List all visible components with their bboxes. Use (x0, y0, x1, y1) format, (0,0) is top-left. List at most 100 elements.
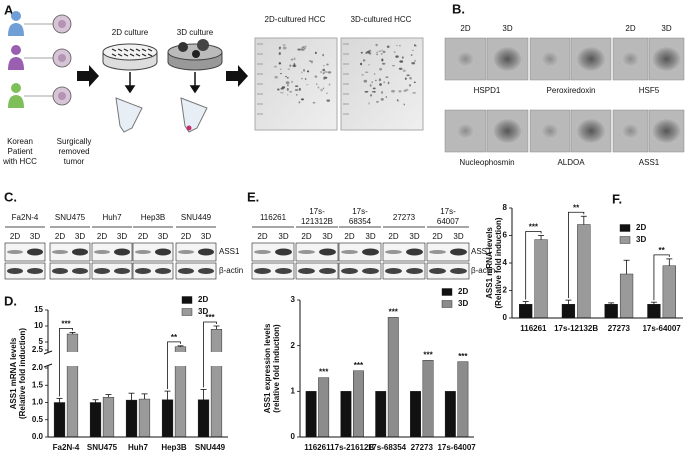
blot-band (198, 268, 214, 274)
gel-spot (403, 89, 407, 92)
blot-band (341, 268, 358, 274)
patient-label: Korean (7, 137, 33, 146)
y-tick-label: 4 (503, 258, 508, 267)
sample-label: 121312B (301, 217, 333, 226)
sample-label: 116261 (260, 213, 287, 222)
bar (387, 317, 399, 438)
blot-band (27, 248, 43, 256)
gel-spot (412, 92, 417, 94)
condition-label: 2D (97, 232, 107, 241)
gel-spot (368, 51, 372, 55)
gel-spot (304, 45, 307, 48)
protein-label: Nucleophosmin (459, 158, 514, 167)
panel-label: B. (452, 1, 465, 16)
sample-label: 68354 (349, 217, 372, 226)
gel-spot (322, 72, 325, 75)
gel-spot (278, 46, 282, 50)
blot-band (406, 268, 423, 274)
gel-spot (375, 79, 377, 82)
bar (89, 402, 102, 438)
legend-label: 3D (458, 299, 468, 308)
gel-spot (395, 55, 399, 58)
legend-swatch (619, 236, 631, 244)
bar (340, 391, 352, 438)
dish-3d (167, 39, 223, 71)
blot-band (385, 250, 402, 254)
protein-spot (621, 51, 640, 67)
bar (53, 402, 66, 438)
blot-strip (426, 242, 470, 262)
patient-label: Patient (8, 147, 34, 156)
blot-strip (132, 242, 174, 262)
gel-spot (368, 63, 370, 66)
gel-spot (323, 76, 328, 79)
legend-label: 2D (636, 223, 646, 232)
protein-label: Peroxiredoxin (547, 86, 596, 95)
gel-label: 2D-cultured HCC (265, 15, 326, 24)
gel-spot (305, 84, 309, 86)
gel-spot (301, 77, 303, 80)
blot-band (114, 248, 130, 256)
blot-strip (91, 242, 133, 262)
bar (197, 399, 210, 438)
gel-spot (298, 101, 301, 104)
gel-spot (380, 53, 383, 55)
y-tick-label: 15 (34, 305, 43, 314)
patient-label: with HCC (2, 157, 37, 166)
gel-spot (323, 78, 325, 80)
gel-spot (286, 94, 289, 96)
gel-spot (360, 62, 363, 66)
y-tick-label: 6 (503, 231, 508, 240)
significance: ** (171, 333, 178, 342)
x-tick-label: Huh7 (128, 443, 149, 452)
bar (561, 304, 576, 319)
down-arrows (124, 72, 201, 94)
cell (141, 48, 147, 52)
gel-spot (403, 103, 406, 106)
protein-spot (577, 119, 605, 143)
significance: *** (458, 352, 468, 361)
gel-spot (327, 71, 332, 74)
protein-label: ASS1 (639, 158, 660, 167)
gel-spot (322, 53, 324, 57)
cell (135, 48, 141, 52)
gel-spot (380, 49, 384, 52)
gel-spot (386, 45, 390, 48)
blot-band (135, 250, 151, 254)
gel-spot (295, 85, 299, 87)
significance: *** (205, 313, 215, 322)
condition-label: 3D (453, 232, 463, 241)
condition-label: 2D (10, 232, 20, 241)
gel-spot (280, 88, 284, 90)
gel-spot (303, 47, 306, 49)
gel-spot (289, 64, 292, 67)
gel-spot (322, 68, 326, 72)
gel-spot (301, 48, 305, 51)
blot-band (178, 268, 194, 274)
blot-strip (91, 262, 133, 280)
gel-spot (312, 101, 316, 104)
gel-spot (375, 43, 378, 47)
significance-bracket (203, 321, 217, 388)
condition-label: 2D (460, 24, 470, 33)
gel-spot (290, 58, 294, 61)
panel-label: C. (4, 189, 17, 204)
x-tick-label: 17s-64007 (642, 324, 681, 333)
legend-label: 3D (636, 235, 646, 244)
person-body (8, 23, 24, 36)
blot-band (254, 250, 271, 254)
gel-spot (289, 91, 293, 93)
bar (422, 360, 434, 438)
gel-spot (405, 88, 409, 91)
cell (135, 53, 141, 57)
arrow (77, 65, 99, 87)
gel-spot (287, 84, 289, 87)
y-tick-label: 1.0 (32, 398, 44, 407)
sample-label: Huh7 (102, 213, 122, 222)
y-tick-label: 0 (503, 313, 508, 322)
y-tick-label: 1 (291, 386, 296, 395)
blot-band (298, 250, 315, 254)
condition-label: 2D (138, 232, 148, 241)
gel-spot (360, 51, 363, 54)
gel-spot (326, 63, 329, 66)
